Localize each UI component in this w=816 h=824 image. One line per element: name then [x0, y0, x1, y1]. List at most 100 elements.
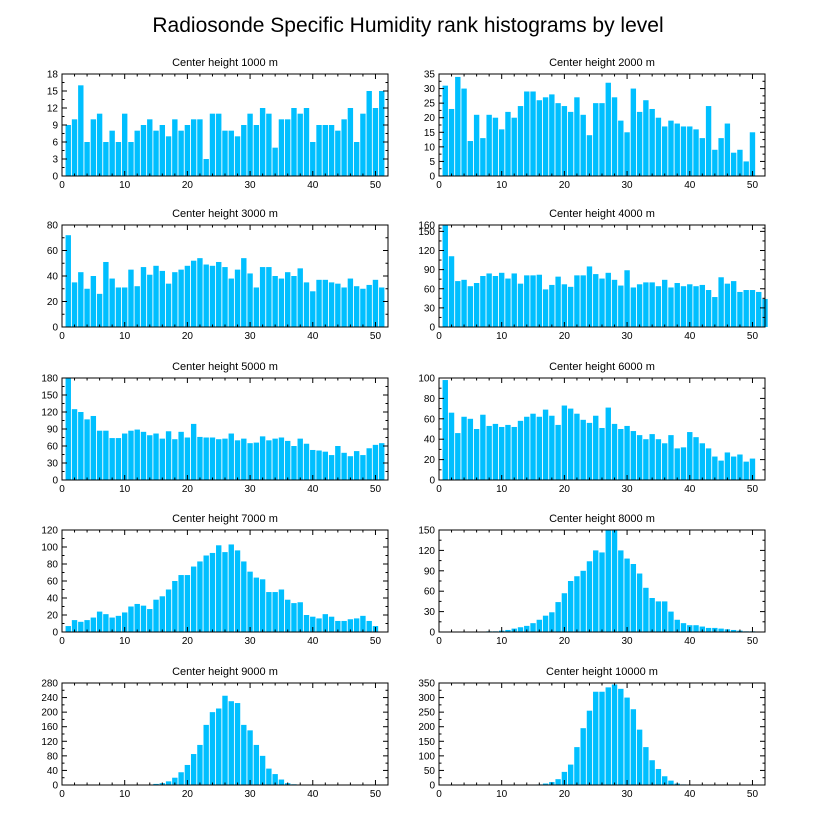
x-tick-label: 20	[182, 180, 194, 191]
y-tick-label: 200	[418, 722, 435, 733]
bar	[448, 108, 455, 176]
bar	[486, 425, 492, 480]
bar	[278, 589, 285, 632]
chart-panel: Center height 8000 m 0 10 20 30 40 50 0 30 60 90 12…	[418, 513, 766, 647]
x-tick-label: 10	[119, 331, 131, 342]
bar	[190, 754, 197, 785]
bar	[712, 456, 718, 480]
panel-title: Center height 2000 m	[549, 57, 655, 69]
bar	[209, 712, 216, 785]
bar	[467, 141, 474, 176]
bar	[580, 275, 586, 327]
bar	[567, 408, 574, 480]
y-tick-label: 100	[418, 751, 435, 762]
bar	[147, 435, 153, 480]
bar	[341, 452, 347, 480]
bar	[749, 458, 756, 480]
y-tick-label: 120	[41, 526, 58, 537]
bar	[353, 286, 360, 327]
bar	[216, 113, 222, 176]
x-tick-label: 40	[307, 789, 319, 800]
bar	[448, 412, 455, 480]
bar	[84, 620, 90, 632]
y-tick-label: 150	[418, 227, 435, 238]
bar	[115, 142, 122, 176]
x-tick-label: 50	[747, 331, 759, 342]
bar	[693, 625, 699, 632]
bar	[316, 279, 322, 327]
bar	[712, 297, 718, 327]
bar	[303, 615, 310, 632]
bar	[165, 431, 172, 480]
bar	[159, 270, 165, 327]
y-tick-label: 160	[418, 221, 435, 232]
y-tick-label: 35	[424, 70, 436, 81]
bar	[272, 276, 278, 327]
bar	[159, 438, 165, 480]
bar	[341, 119, 347, 176]
bar	[197, 744, 203, 785]
bar	[649, 282, 655, 328]
bar	[297, 268, 303, 327]
y-tick-label: 300	[418, 693, 435, 704]
bar	[630, 709, 637, 785]
bar	[499, 426, 505, 480]
bar	[662, 776, 668, 785]
y-tick-label: 90	[424, 265, 436, 276]
bar	[278, 437, 285, 480]
y-tick-label: 0	[429, 476, 435, 487]
bar	[291, 603, 297, 632]
x-tick-label: 40	[684, 636, 696, 647]
bar	[90, 119, 97, 176]
bar	[499, 272, 505, 327]
bar	[366, 91, 372, 176]
bar	[511, 273, 517, 327]
bar	[353, 451, 360, 480]
bar	[71, 409, 78, 480]
bar	[184, 437, 191, 480]
bar	[668, 780, 674, 785]
bar	[360, 113, 366, 176]
bar	[310, 142, 316, 176]
bar	[699, 138, 705, 176]
bar	[203, 724, 209, 785]
bar	[473, 429, 480, 480]
bar	[743, 290, 749, 327]
bar	[203, 555, 209, 632]
bar	[78, 412, 84, 480]
bar	[190, 423, 197, 480]
bar	[467, 418, 474, 480]
bar	[718, 460, 724, 480]
bar	[134, 429, 140, 480]
x-tick-label: 40	[307, 636, 319, 647]
bar	[586, 266, 593, 327]
bar	[549, 284, 555, 327]
bar	[724, 123, 731, 176]
bar	[303, 108, 310, 176]
bar	[624, 697, 630, 785]
y-tick-label: 280	[41, 679, 58, 690]
bar	[524, 625, 530, 632]
bar	[655, 768, 662, 785]
bar	[649, 108, 655, 176]
x-tick-label: 0	[59, 331, 65, 342]
bar	[147, 274, 153, 327]
bar	[96, 293, 103, 327]
bar	[467, 286, 474, 327]
bar	[593, 550, 599, 632]
x-tick-label: 10	[119, 484, 131, 495]
chart-panel: Center height 9000 m 0 10 20 30 40 50 0 40 80 120 1…	[41, 666, 389, 800]
y-tick-label: 9	[52, 121, 58, 132]
bar	[624, 425, 630, 480]
bar	[347, 278, 354, 327]
bar	[636, 111, 643, 176]
bar	[241, 438, 247, 480]
bar	[749, 132, 756, 176]
y-tick-label: 5	[429, 157, 435, 168]
bar	[605, 82, 611, 176]
bar	[611, 423, 618, 480]
bar	[448, 256, 455, 327]
bar	[78, 85, 84, 176]
bar	[190, 566, 197, 632]
